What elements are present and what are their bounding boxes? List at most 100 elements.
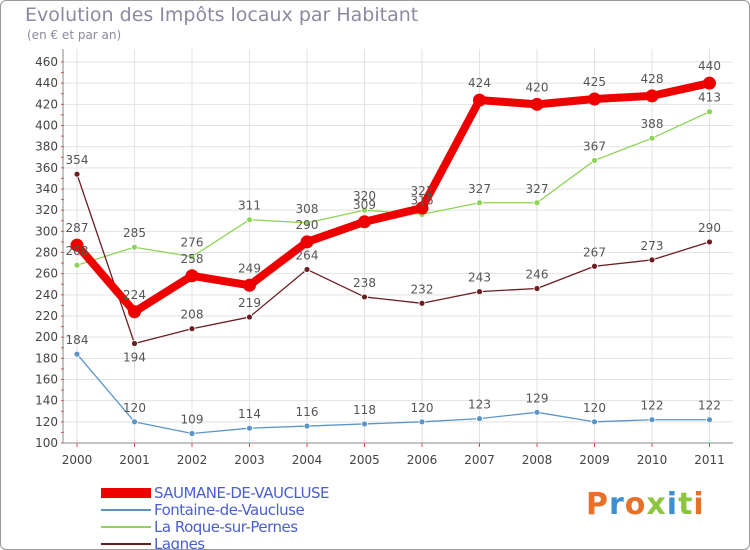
data-label: 290	[296, 218, 319, 232]
data-label: 428	[641, 72, 664, 86]
data-label: 440	[698, 59, 721, 73]
data-point	[591, 157, 598, 164]
y-tick-label: 280	[35, 246, 58, 260]
x-tick-label: 2000	[62, 453, 93, 467]
data-label: 425	[583, 75, 606, 89]
data-point	[128, 305, 141, 319]
data-label: 267	[583, 245, 606, 259]
data-point	[73, 350, 81, 358]
x-tick-label: 2010	[637, 453, 668, 467]
data-point	[303, 219, 311, 227]
data-label: 232	[411, 282, 434, 296]
data-label: 388	[641, 117, 664, 131]
y-tick-label: 200	[35, 330, 58, 344]
data-point	[645, 89, 659, 103]
y-tick-label: 420	[35, 97, 58, 111]
y-tick-label: 260	[35, 267, 58, 281]
legend-label: Fontaine-de-Vaucluse	[154, 501, 305, 519]
data-point	[303, 422, 311, 430]
data-label: 320	[353, 189, 376, 203]
data-label: 258	[181, 252, 204, 266]
data-point	[648, 256, 656, 264]
x-tick-label: 2011	[694, 453, 725, 467]
data-point	[530, 97, 544, 111]
legend-swatch	[101, 526, 151, 528]
logo-letter: P	[586, 487, 609, 522]
data-label: 114	[238, 407, 261, 421]
data-point	[361, 420, 368, 428]
data-label: 243	[468, 271, 491, 285]
data-label: 354	[66, 153, 89, 167]
data-label: 420	[526, 80, 549, 94]
data-label: 120	[583, 401, 606, 415]
logo-letter: o	[624, 487, 647, 522]
y-tick-label: 440	[35, 76, 58, 90]
x-tick-label: 2003	[234, 453, 265, 467]
logo-letter: t	[678, 487, 694, 522]
data-point	[188, 430, 196, 437]
data-point	[703, 76, 716, 90]
y-tick-label: 120	[35, 415, 58, 429]
legend-label: Lagnes	[154, 535, 205, 550]
data-label: 120	[411, 401, 434, 415]
data-point	[303, 266, 311, 273]
data-point	[533, 285, 541, 292]
y-tick-label: 240	[35, 288, 58, 302]
data-label: 122	[698, 399, 721, 413]
data-point	[358, 215, 371, 229]
data-label: 122	[641, 399, 664, 413]
legend-label: SAUMANE-DE-VAUCLUSE	[154, 484, 330, 502]
data-point	[246, 216, 253, 224]
data-point	[300, 235, 314, 249]
data-label: 238	[353, 276, 376, 290]
x-tick-label: 2006	[407, 453, 438, 467]
y-tick-label: 360	[35, 161, 58, 175]
data-point	[476, 288, 483, 296]
y-tick-label: 220	[35, 309, 58, 323]
data-point	[588, 92, 601, 106]
x-tick-label: 2002	[177, 453, 208, 467]
data-label: 413	[698, 91, 721, 105]
proxiti-logo: Proxiti	[586, 487, 705, 522]
data-point	[415, 201, 429, 215]
data-label: 308	[296, 202, 319, 216]
y-tick-label: 380	[35, 140, 58, 154]
chart-title: Evolution des Impôts locaux par Habitant	[25, 4, 419, 26]
chart-subtitle: (en € et par an)	[27, 28, 122, 42]
data-label: 208	[181, 308, 204, 322]
data-point	[706, 416, 713, 424]
data-point	[648, 416, 656, 424]
data-label: 309	[353, 198, 376, 212]
data-point	[706, 238, 713, 246]
legend-swatch	[101, 543, 151, 545]
x-tick-label: 2004	[292, 453, 323, 467]
data-point	[591, 262, 598, 270]
y-tick-label: 100	[35, 436, 58, 450]
logo-letter: x	[646, 487, 667, 522]
data-label: 116	[296, 405, 319, 419]
data-point	[243, 278, 256, 292]
data-label: 109	[181, 412, 204, 426]
data-point	[706, 108, 713, 116]
legend-swatch	[101, 488, 151, 498]
x-tick-label: 2009	[579, 453, 610, 467]
data-label: 184	[66, 333, 89, 347]
y-tick-label: 340	[35, 182, 58, 196]
series-line-3	[76, 173, 711, 345]
y-tick-label: 180	[35, 351, 58, 365]
data-label: 118	[353, 403, 376, 417]
data-label: 249	[238, 261, 261, 275]
y-tick-label: 400	[35, 119, 58, 133]
data-label: 424	[468, 76, 491, 90]
data-label: 311	[238, 199, 261, 213]
data-label: 123	[468, 398, 491, 412]
data-point	[418, 299, 426, 307]
y-tick-label: 300	[35, 224, 58, 238]
data-point	[418, 418, 426, 426]
data-label: 367	[583, 139, 606, 153]
data-label: 327	[468, 182, 491, 196]
x-tick-label: 2008	[522, 453, 553, 467]
data-point	[73, 170, 81, 178]
